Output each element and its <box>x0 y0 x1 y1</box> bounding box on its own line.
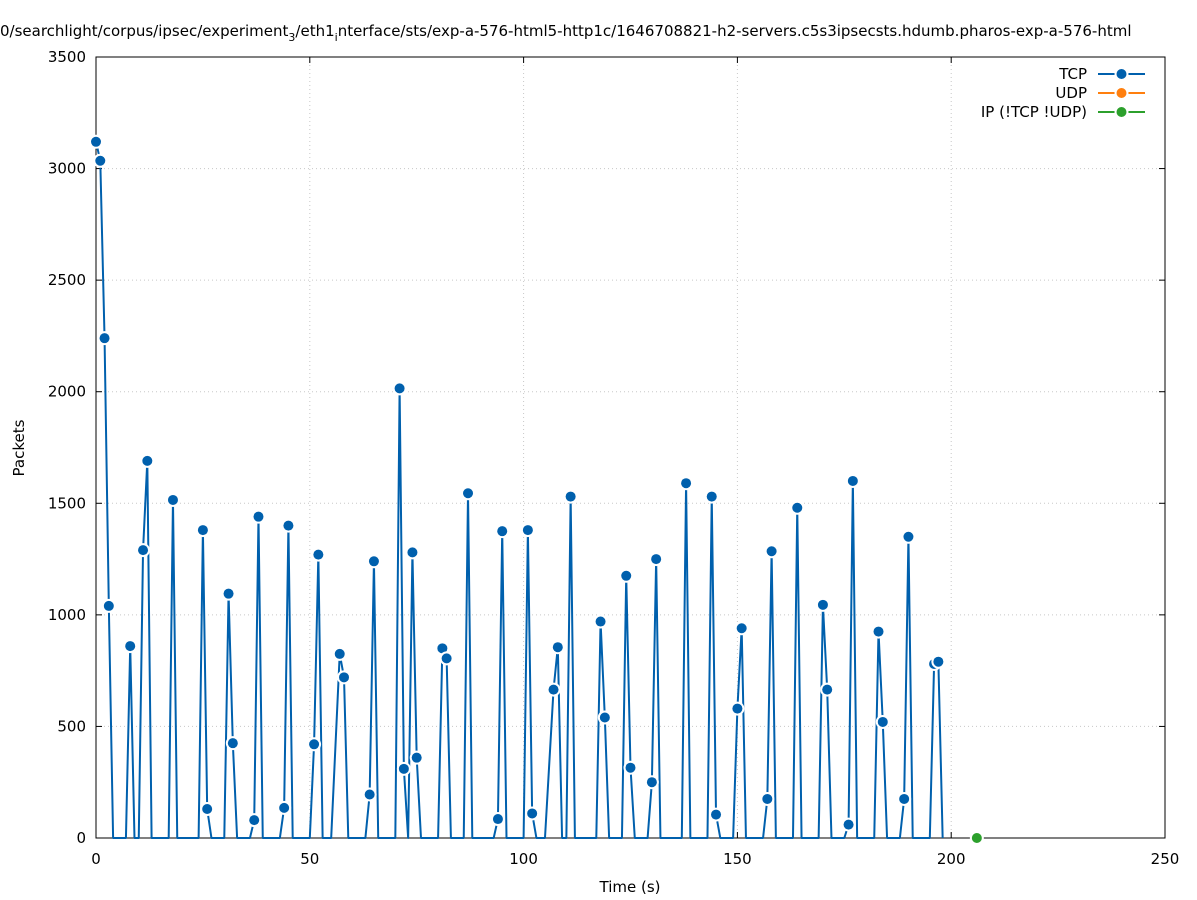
data-point <box>565 491 576 502</box>
y-tick-label: 2500 <box>48 271 86 289</box>
legend-label: TCP <box>1058 65 1087 83</box>
data-point <box>394 383 405 394</box>
x-tick-label: 200 <box>937 850 966 868</box>
data-point <box>736 623 747 634</box>
data-point <box>95 155 106 166</box>
data-point <box>99 333 110 344</box>
x-tick-label: 150 <box>723 850 752 868</box>
data-point <box>792 502 803 513</box>
y-tick-label: 2000 <box>48 383 86 401</box>
data-point <box>167 494 178 505</box>
data-point <box>125 641 136 652</box>
data-point <box>497 526 508 537</box>
data-point <box>762 793 773 804</box>
data-point <box>847 475 858 486</box>
x-tick-label: 100 <box>509 850 538 868</box>
data-point <box>492 814 503 825</box>
data-point <box>197 525 208 536</box>
y-tick-label: 1500 <box>48 494 86 512</box>
data-point <box>223 588 234 599</box>
series-3 <box>969 831 984 845</box>
data-point <box>548 684 559 695</box>
x-tick-label: 50 <box>300 850 319 868</box>
data-point <box>971 833 982 843</box>
data-point <box>646 777 657 788</box>
data-point <box>437 643 448 654</box>
series-1 <box>89 134 946 839</box>
data-point <box>522 525 533 536</box>
data-point <box>407 547 418 558</box>
data-point <box>903 531 914 542</box>
chart-title: 0/searchlight/corpus/ipsec/experiment3/e… <box>0 22 1132 44</box>
legend-swatch-marker <box>1116 69 1127 79</box>
data-point <box>313 549 324 560</box>
chart-title-part-2: /eth1 <box>295 22 334 40</box>
data-point <box>732 703 743 714</box>
data-point <box>625 762 636 773</box>
data-point <box>309 739 320 750</box>
data-point <box>279 802 290 813</box>
plot-border <box>95 56 1166 839</box>
data-point <box>463 488 474 499</box>
data-point <box>411 752 422 763</box>
data-point <box>142 455 153 466</box>
data-point <box>766 546 777 557</box>
data-point <box>202 803 213 814</box>
data-point <box>599 712 610 723</box>
y-tick-label: 1000 <box>48 606 86 624</box>
data-point <box>103 600 114 611</box>
x-axis-title: Time (s) <box>599 878 661 896</box>
chart-title-sub-1: 3 <box>288 31 295 44</box>
data-point <box>843 819 854 830</box>
data-point <box>711 809 722 820</box>
data-point <box>364 789 375 800</box>
y-tick-label: 3500 <box>48 48 86 66</box>
data-point <box>138 545 149 556</box>
legend-swatch-marker <box>1116 107 1127 117</box>
data-point <box>817 599 828 610</box>
series-line <box>95 141 944 839</box>
x-tick-label: 250 <box>1151 850 1180 868</box>
data-point <box>339 672 350 683</box>
data-point <box>441 653 452 664</box>
data-point <box>527 808 538 819</box>
data-point <box>681 478 692 489</box>
data-point <box>552 642 563 653</box>
data-point <box>283 520 294 531</box>
y-axis-title: Packets <box>10 419 28 476</box>
data-point <box>227 738 238 749</box>
legend-swatch-marker <box>1116 88 1127 98</box>
y-tick-label: 500 <box>57 717 86 735</box>
data-point <box>899 793 910 804</box>
data-point <box>368 556 379 567</box>
data-point <box>249 815 260 826</box>
chart-title-sub-2: i <box>335 31 338 44</box>
data-point <box>651 554 662 565</box>
data-point <box>873 626 884 637</box>
tick-labels: 0 50 100 150 200 2500500100015002000250030003… <box>48 48 1180 868</box>
data-point <box>877 716 888 727</box>
series-layer <box>89 134 984 845</box>
legend-label: IP (!TCP !UDP) <box>981 103 1087 121</box>
data-point <box>398 763 409 774</box>
y-tick-label: 3000 <box>48 160 86 178</box>
x-tick-label: 0 <box>91 850 101 868</box>
chart-title-part-1: 0/searchlight/corpus/ipsec/experiment <box>0 22 289 40</box>
chart-title-part-3: nterface/sts/exp-a-576-html5-http1c/1646… <box>338 22 1132 40</box>
data-point <box>91 136 101 147</box>
data-point <box>621 570 632 581</box>
legend-label: UDP <box>1055 84 1087 102</box>
data-point <box>822 684 833 695</box>
y-tick-label: 0 <box>76 829 86 847</box>
data-point <box>595 616 606 627</box>
data-point <box>706 491 717 502</box>
data-point <box>334 648 345 659</box>
data-point <box>933 656 944 667</box>
data-point <box>253 511 264 522</box>
